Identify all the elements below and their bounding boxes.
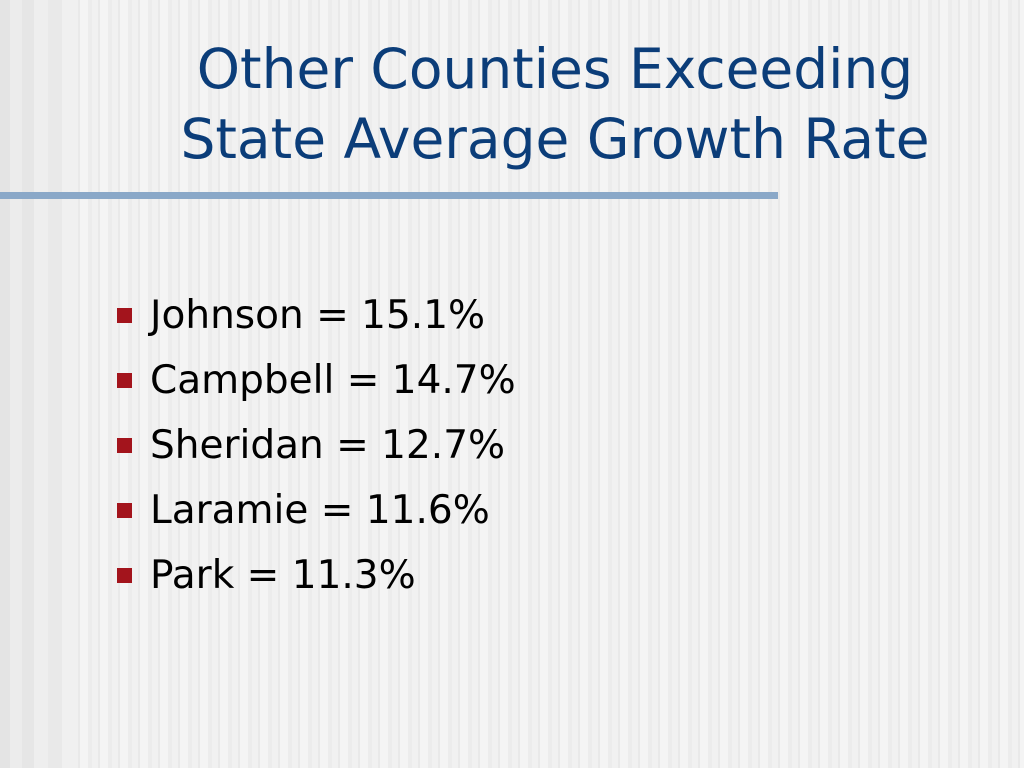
bullet-list: Johnson = 15.1% Campbell = 14.7% Sherida… <box>114 283 516 608</box>
list-item: Johnson = 15.1% <box>114 283 516 348</box>
list-item: Park = 11.3% <box>114 543 516 608</box>
bullet-text: Sheridan = 12.7% <box>150 423 506 468</box>
title-divider <box>0 192 778 199</box>
bullet-text: Park = 11.3% <box>150 553 416 598</box>
list-item: Campbell = 14.7% <box>114 348 516 413</box>
square-bullet-icon <box>117 568 132 583</box>
bullet-text: Campbell = 14.7% <box>150 358 516 403</box>
bullet-text: Johnson = 15.1% <box>150 293 486 338</box>
slide-title: Other Counties Exceeding State Average G… <box>180 37 930 171</box>
bullet-text: Laramie = 11.6% <box>150 488 490 533</box>
square-bullet-icon <box>117 373 132 388</box>
square-bullet-icon <box>117 438 132 453</box>
square-bullet-icon <box>117 503 132 518</box>
square-bullet-icon <box>117 308 132 323</box>
list-item: Sheridan = 12.7% <box>114 413 516 478</box>
list-item: Laramie = 11.6% <box>114 478 516 543</box>
